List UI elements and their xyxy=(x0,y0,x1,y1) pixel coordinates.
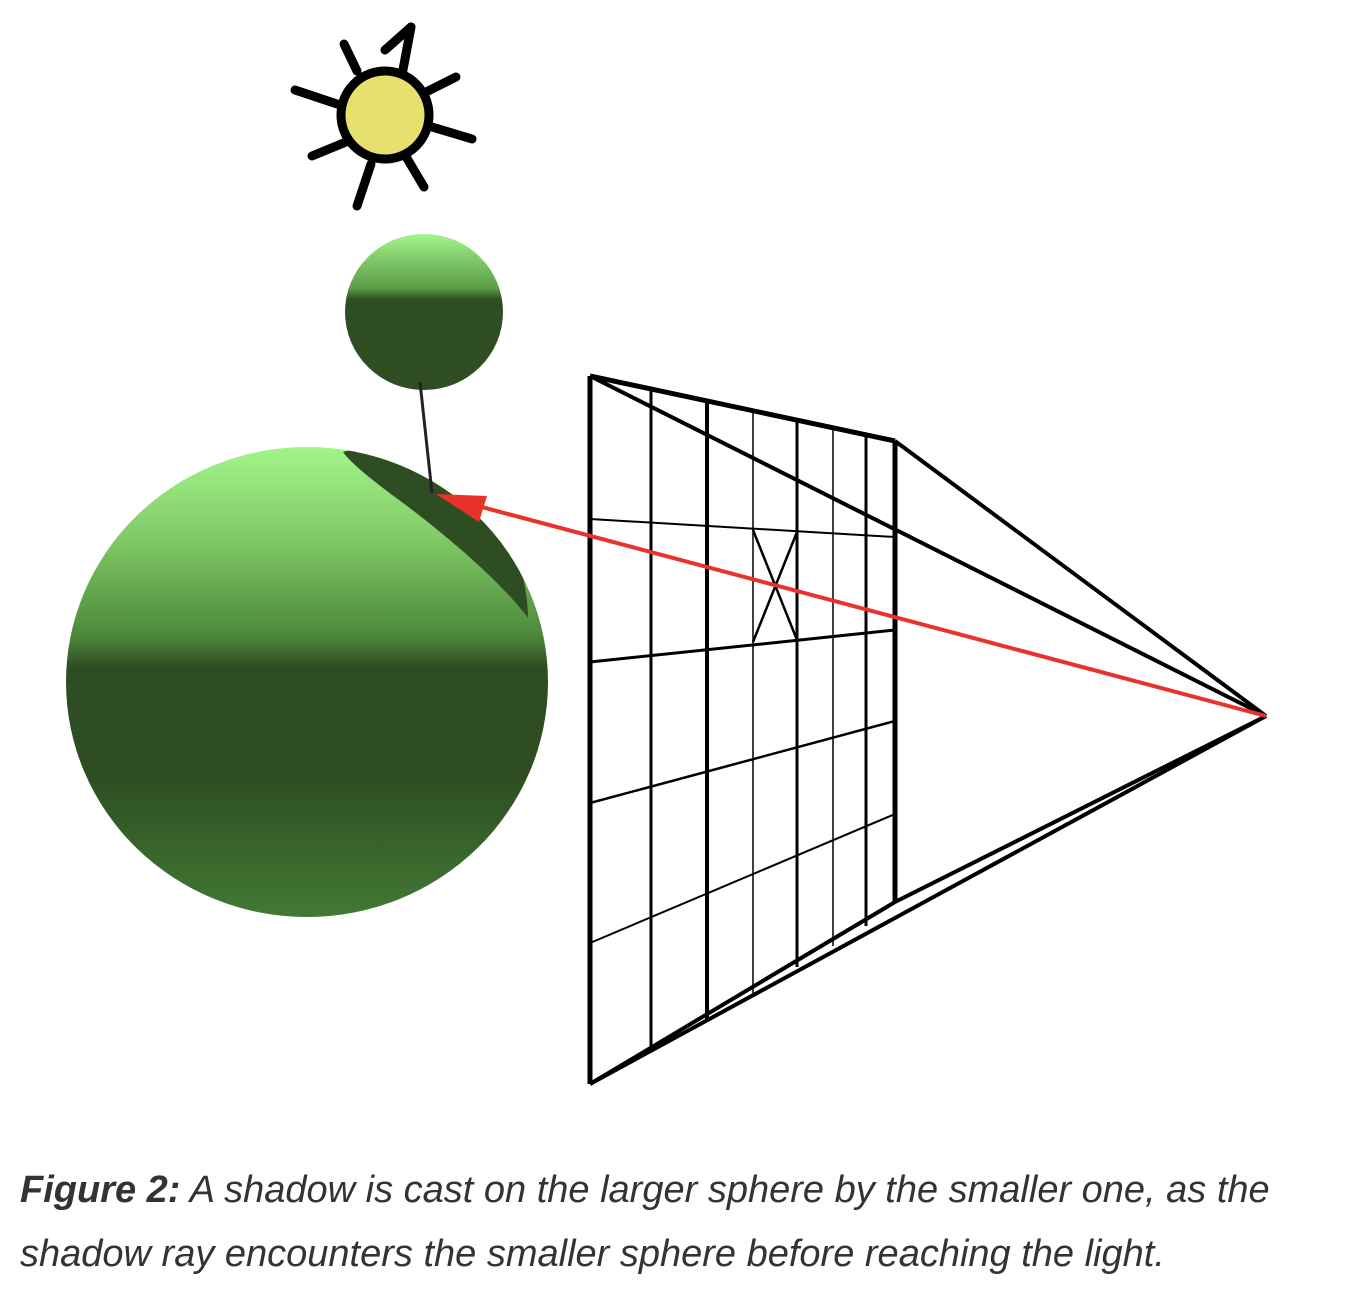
shadow-ray xyxy=(418,381,434,494)
ray-tracing-diagram xyxy=(66,22,1268,1086)
large-sphere xyxy=(66,447,548,917)
primary-ray xyxy=(436,494,1267,718)
image-plane-grid xyxy=(589,389,896,1050)
primary-ray-arrowhead xyxy=(436,494,487,522)
figure-caption: Figure 2: A shadow is cast on the larger… xyxy=(20,1158,1340,1286)
caption-label: Figure 2: xyxy=(20,1169,181,1211)
sun-icon xyxy=(290,22,477,211)
view-frustum xyxy=(587,373,1268,1086)
cast-shadow xyxy=(343,448,528,618)
small-sphere xyxy=(345,234,503,390)
caption-text: A shadow is cast on the larger sphere by… xyxy=(20,1169,1270,1275)
